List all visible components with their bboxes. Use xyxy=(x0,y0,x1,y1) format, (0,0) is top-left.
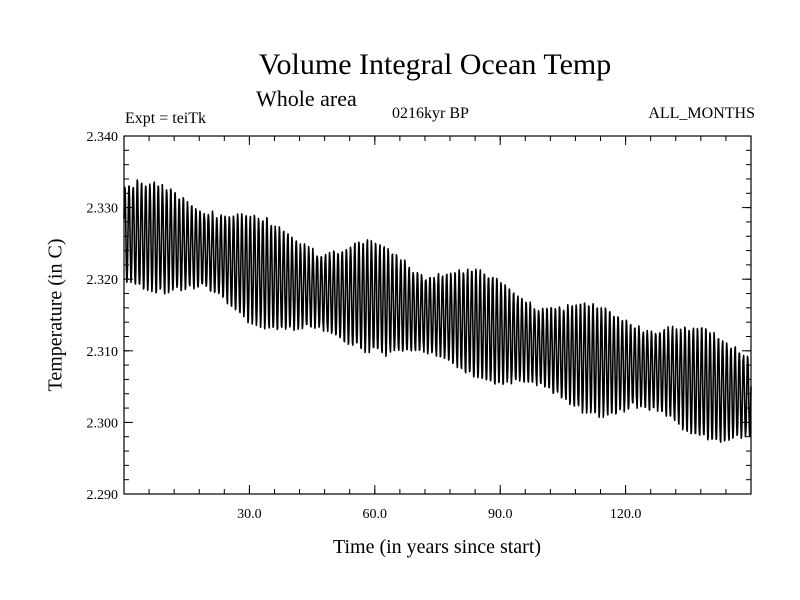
series-group xyxy=(123,179,752,443)
chart-subtitle: Whole area xyxy=(256,86,357,111)
y-tick-label: 2.310 xyxy=(87,345,119,360)
series-line-temperature xyxy=(123,179,752,443)
epoch-label: 0216kyr BP xyxy=(392,105,469,122)
axis-ticks: 2.290 2.300 2.310 2.320 2.330 2.340 30.0 60.0 90… xyxy=(87,130,751,522)
y-axis-label: Temperature (in C) xyxy=(44,238,67,392)
y-tick-label: 2.320 xyxy=(87,273,119,288)
experiment-label: Expt = teiTk xyxy=(125,110,207,127)
x-tick-label: 60.0 xyxy=(363,507,388,522)
y-tick-label: 2.290 xyxy=(87,488,119,503)
x-axis-label: Time (in years since start) xyxy=(332,536,542,558)
x-tick-label: 30.0 xyxy=(237,507,262,522)
y-tick-label: 2.340 xyxy=(87,130,119,145)
chart-title: Volume Integral Ocean Temp xyxy=(258,48,612,81)
plot-frame xyxy=(123,135,752,495)
x-tick-label: 90.0 xyxy=(488,507,513,522)
y-tick-label: 2.330 xyxy=(87,202,119,217)
x-tick-label: 120.0 xyxy=(610,507,642,522)
months-label: ALL_MONTHS xyxy=(648,105,755,122)
y-tick-label: 2.300 xyxy=(87,416,119,431)
